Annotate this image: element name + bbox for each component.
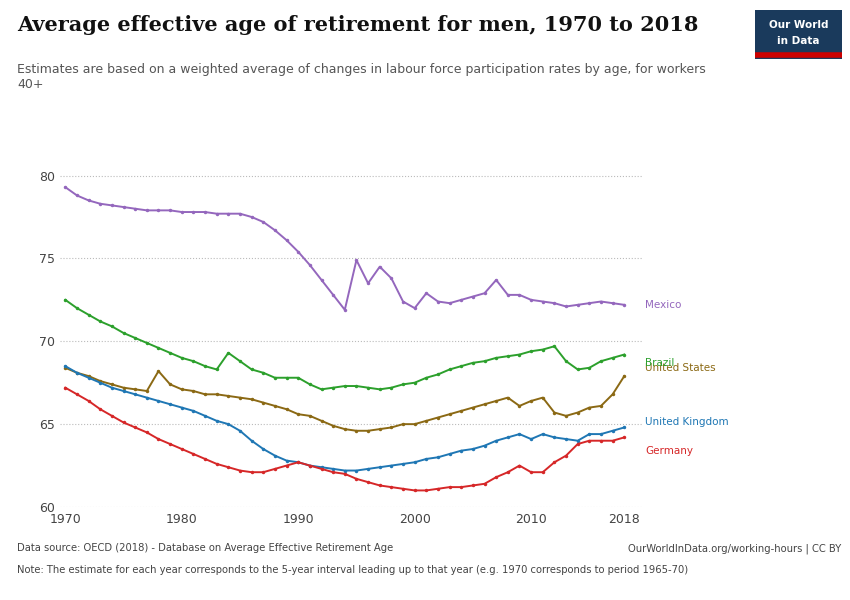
- Text: Brazil: Brazil: [645, 358, 675, 368]
- Text: Our World: Our World: [768, 20, 828, 31]
- Text: Estimates are based on a weighted average of changes in labour force participati: Estimates are based on a weighted averag…: [17, 63, 706, 91]
- Text: Note: The estimate for each year corresponds to the 5-year interval leading up t: Note: The estimate for each year corresp…: [17, 565, 688, 575]
- Text: United States: United States: [645, 363, 716, 373]
- Text: OurWorldInData.org/working-hours | CC BY: OurWorldInData.org/working-hours | CC BY: [628, 543, 842, 553]
- Text: in Data: in Data: [777, 36, 819, 46]
- Text: Data source: OECD (2018) - Database on Average Effective Retirement Age: Data source: OECD (2018) - Database on A…: [17, 543, 394, 553]
- Text: Average effective age of retirement for men, 1970 to 2018: Average effective age of retirement for …: [17, 15, 699, 35]
- Text: Germany: Germany: [645, 446, 694, 455]
- Text: Mexico: Mexico: [645, 300, 682, 310]
- Text: United Kingdom: United Kingdom: [645, 418, 728, 427]
